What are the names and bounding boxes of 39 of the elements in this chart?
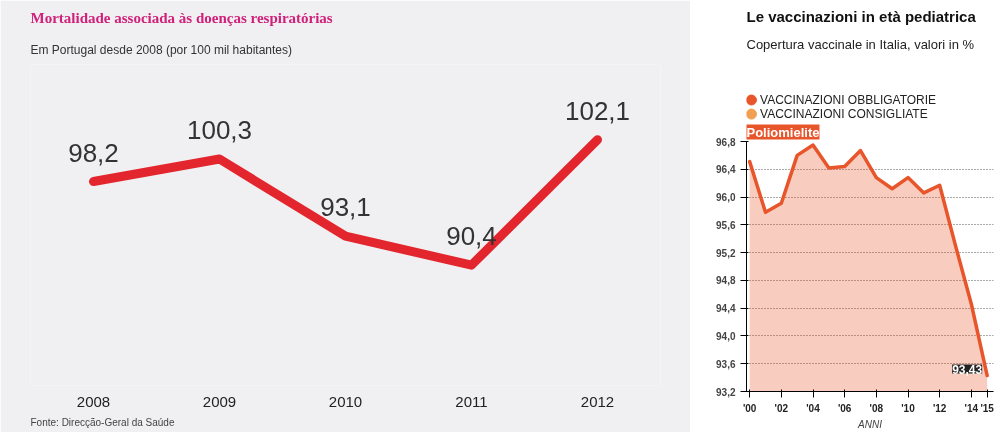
x-tick-label: '10	[901, 402, 916, 414]
x-tick-label: 2009	[202, 392, 237, 410]
data-label: 93,1	[320, 192, 371, 223]
chart-subtitle: Em Portugal desde 2008 (por 100 mil habitantes)	[30, 42, 292, 57]
x-tick-label: '06	[837, 402, 852, 414]
x-tick-label: 2010	[328, 392, 363, 410]
legend-label: VACCINAZIONI CONSIGLIATE	[760, 107, 928, 122]
data-label: 98,2	[68, 137, 119, 168]
chart-title: Mortalidade associada às doenças respiratórias	[30, 9, 333, 26]
y-tick-label: 94,4	[716, 303, 736, 315]
data-label: 102,1	[564, 95, 631, 126]
x-tick-label: 2008	[76, 392, 111, 410]
x-tick-label: '08	[869, 402, 884, 414]
y-tick-label: 95,6	[716, 219, 736, 231]
chart-title: Le vaccinazioni in età pediatrica	[746, 7, 977, 25]
x-tick-label: '02	[774, 402, 789, 414]
x-axis-title: ANNI	[857, 418, 883, 430]
data-label: 90,4	[446, 221, 497, 252]
y-tick-label: 96,0	[716, 192, 736, 204]
y-tick-label: 95,2	[716, 247, 736, 259]
y-tick-label: 96,8	[716, 136, 736, 148]
chart-subtitle: Copertura vaccinale in Italia, valori in %	[746, 36, 975, 52]
x-tick-label: 2012	[580, 392, 615, 410]
x-tick-label: '12	[932, 402, 947, 414]
y-tick-label: 94,8	[716, 275, 736, 287]
text: Poliomielite	[746, 124, 820, 140]
y-tick-label: 93,6	[716, 358, 736, 370]
source-note: Fonte: Direcção-Geral da Saúde	[30, 416, 175, 428]
x-tick-label: '15	[980, 402, 995, 414]
legend-label: VACCINAZIONI OBBLIGATORIE	[760, 93, 937, 108]
x-tick-label: '14	[964, 402, 979, 414]
data-label: 93,43	[952, 362, 983, 377]
y-tick-label: 93,2	[716, 386, 736, 398]
y-tick-label: 96,4	[716, 164, 736, 176]
x-tick-label: '04	[806, 402, 821, 414]
y-tick-label: 94,0	[716, 330, 736, 342]
data-label: 100,3	[186, 115, 253, 146]
x-tick-label: 2011	[455, 392, 488, 410]
x-tick-label: '00	[742, 402, 757, 414]
